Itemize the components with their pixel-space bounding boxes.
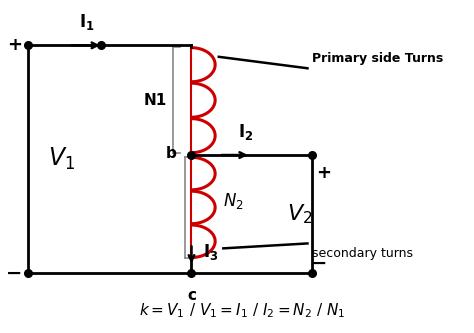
Text: $\mathbf{I_3}$: $\mathbf{I_3}$ [203, 242, 219, 262]
Text: −: − [6, 263, 22, 282]
Text: +: + [7, 36, 22, 54]
Text: $N_2$: $N_2$ [223, 191, 244, 211]
Text: secondary turns: secondary turns [312, 247, 413, 260]
Text: $V_1$: $V_1$ [48, 146, 75, 172]
Text: $\mathbf{I_2}$: $\mathbf{I_2}$ [238, 122, 254, 142]
Text: c: c [187, 288, 196, 303]
Text: $k = V_1\ /\ V_1 = I_1\ /\ I_2 = N_2\ /\ N_1$: $k = V_1\ /\ V_1 = I_1\ /\ I_2 = N_2\ /\… [139, 301, 346, 320]
Text: $V_2$: $V_2$ [287, 202, 312, 226]
Text: Primary side Turns: Primary side Turns [312, 52, 443, 65]
Text: b: b [166, 146, 177, 161]
Text: −: − [310, 254, 327, 273]
Text: +: + [316, 164, 331, 182]
Text: N1: N1 [144, 93, 167, 108]
Text: $\mathbf{I_1}$: $\mathbf{I_1}$ [79, 12, 95, 32]
